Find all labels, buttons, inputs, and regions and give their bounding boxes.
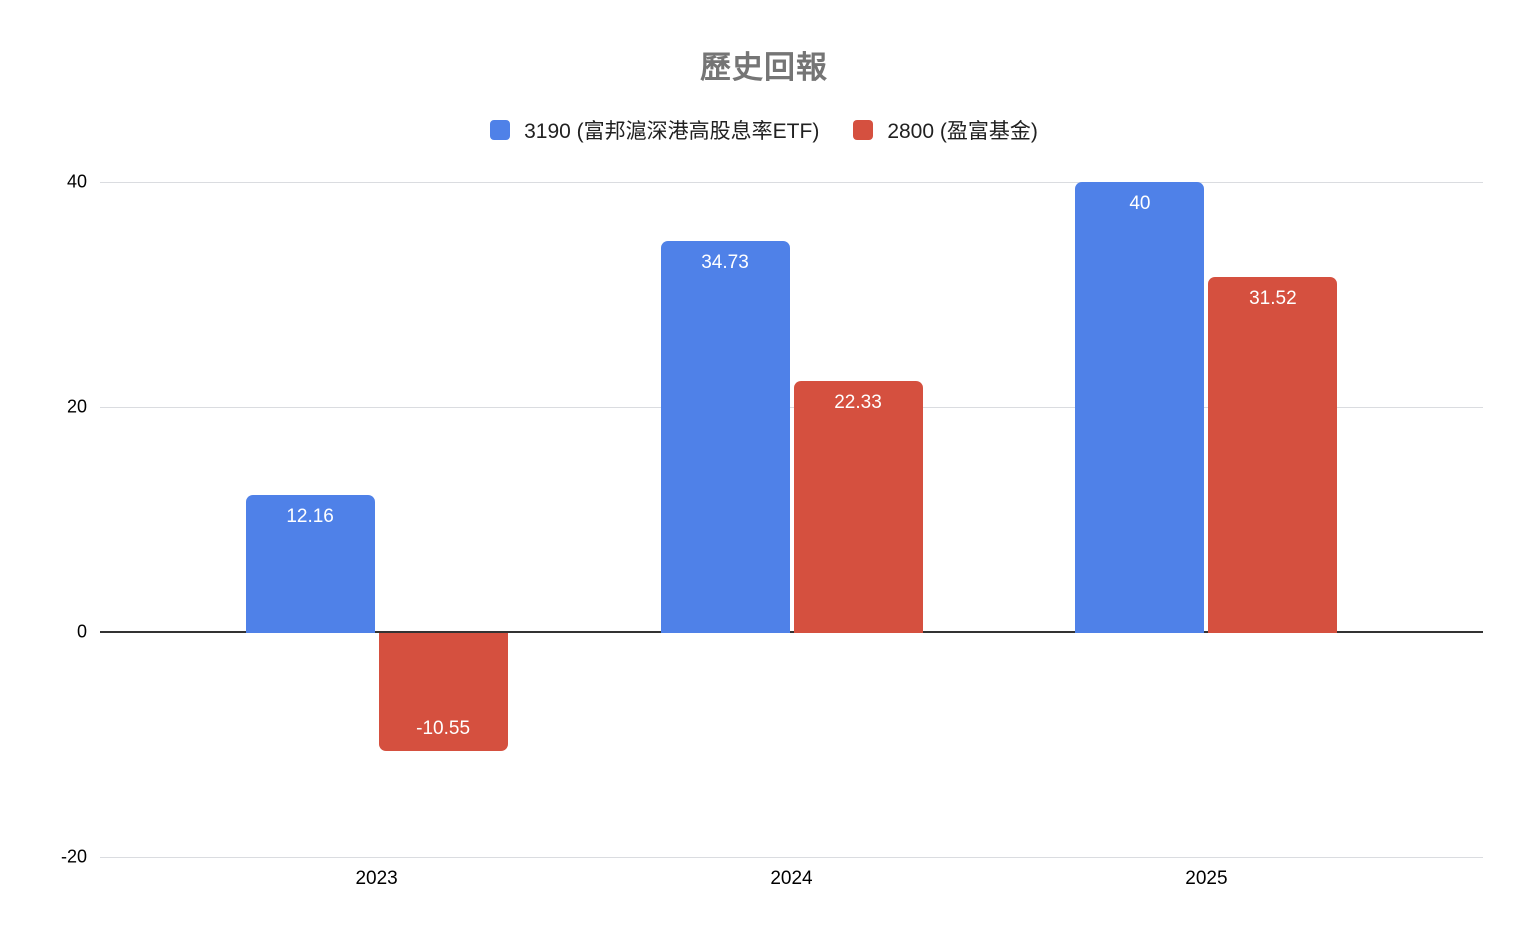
bar-value-label: 40 — [1129, 193, 1151, 214]
bar-value-label: 34.73 — [701, 252, 749, 274]
gridline — [100, 182, 1483, 183]
bar-2800-2025[interactable]: 31.52 — [1208, 277, 1338, 633]
bar-value-label: 22.33 — [834, 391, 882, 413]
y-tick-label: 40 — [66, 171, 87, 192]
gridline — [100, 407, 1483, 408]
legend-item-2800[interactable]: 2800 (盈富基金) — [853, 115, 1038, 145]
chart-title: 歷史回報 — [700, 50, 828, 85]
gridline — [100, 857, 1483, 858]
legend-label: 3190 (富邦滬深港高股息率ETF) — [524, 120, 820, 143]
bar-value-label: -10.55 — [416, 717, 471, 739]
legend-label: 2800 (盈富基金) — [887, 120, 1038, 143]
bar-2800-2024[interactable]: 22.33 — [793, 380, 923, 633]
y-tick-label: -20 — [60, 846, 87, 867]
y-tick-label: 20 — [66, 396, 87, 417]
x-axis-zero-line — [100, 631, 1483, 633]
legend-swatch-icon — [490, 120, 511, 140]
bar-2800-2023[interactable]: -10.55 — [378, 633, 508, 751]
chart-legend: 3190 (富邦滬深港高股息率ETF) 2800 (盈富基金) — [0, 115, 1528, 145]
plot-area: 40 20 0 -20 12.16 -10.55 2023 34.73 22.33 2024 40 3… — [61, 172, 1483, 889]
x-tick-label-2025: 2025 — [1185, 868, 1228, 889]
bar-3190-2025[interactable]: 40 — [1075, 182, 1205, 633]
bar-3190-2023[interactable]: 12.16 — [245, 495, 375, 633]
bar-3190-2024[interactable]: 34.73 — [660, 241, 790, 633]
bar-value-label: 12.16 — [286, 506, 334, 528]
bar-value-label: 31.52 — [1249, 288, 1297, 310]
legend-swatch-icon — [853, 120, 874, 140]
x-tick-label-2024: 2024 — [770, 868, 813, 889]
y-tick-label: 0 — [76, 621, 87, 642]
x-tick-label-2023: 2023 — [355, 868, 398, 889]
legend-item-3190[interactable]: 3190 (富邦滬深港高股息率ETF) — [490, 115, 819, 145]
